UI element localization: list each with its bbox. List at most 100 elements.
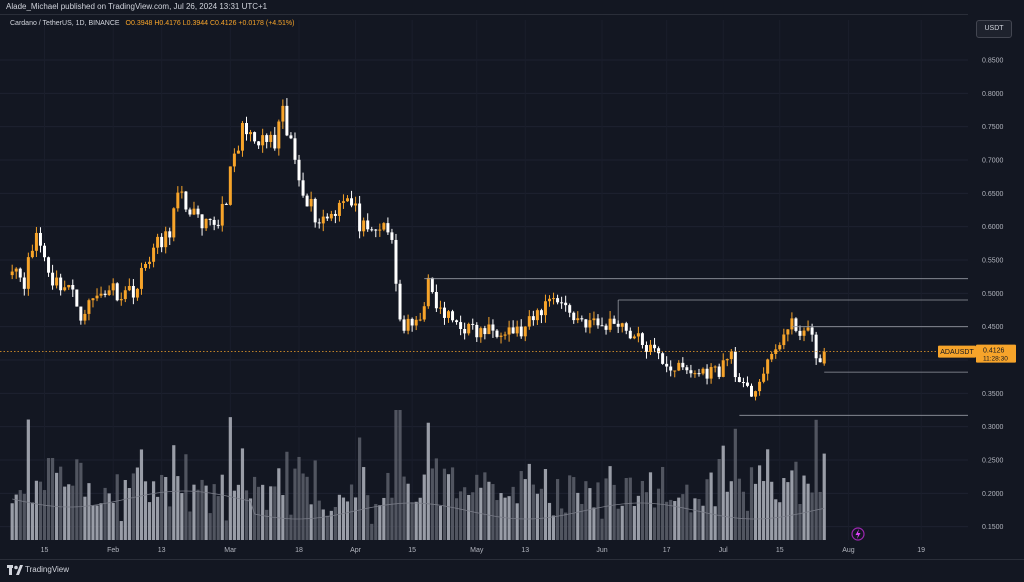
volume-bar [257,486,261,540]
volume-bar [701,505,705,540]
volume-bar [669,499,673,540]
bottom-bar [0,559,1024,582]
candle-body [689,370,693,374]
candle-body [709,367,713,379]
candle-body [774,349,778,354]
candle-body [560,302,564,304]
volume-bar [79,462,83,540]
candle-body [87,300,91,314]
volume-bar [798,504,802,540]
candle-body [487,324,491,335]
volume-bar [762,481,766,540]
volume-bar [123,480,127,540]
candle-body [350,198,354,206]
candle-body [285,105,289,136]
volume-bar [151,481,156,540]
volume-bar [818,491,822,540]
candle-body [527,316,531,327]
volume-bar [661,466,665,540]
candle-body [184,191,188,210]
time-tick-label: 15 [41,547,49,554]
currency-button[interactable]: USDT [976,20,1012,38]
chart-frame[interactable] [0,14,1024,560]
candle-body [337,202,341,216]
volume-bar [261,484,265,540]
time-tick-label: Jul [719,547,728,554]
volume-bar [248,498,253,540]
candle-body [459,322,463,329]
time-tick-label: 15 [776,547,784,554]
volume-bar [471,492,475,540]
current-price-label: 0.4126 [983,348,1005,355]
candle-body [14,268,18,272]
candle-body [30,250,34,258]
candle-body [164,231,168,248]
volume-bar [753,483,758,540]
volume-bar [600,518,604,540]
volume-bar [612,484,616,540]
candle-body [564,302,568,306]
price-axis[interactable]: 0.8500 0.8000 0.7500 0.7000 0.6500 0.6000 0.55… [968,14,1024,559]
candle-body [253,132,257,142]
candle-body [59,277,63,291]
volume-bar [596,482,600,540]
candle-body [152,247,156,262]
volume-bar [677,497,681,540]
candle-body [196,208,200,215]
candle-body [176,192,180,209]
candle-body [119,299,123,301]
volume-bar [277,468,281,540]
candle-body [543,301,547,316]
volume-bar [281,495,285,540]
candle-body [10,271,14,276]
candle-body [806,327,810,331]
volume-bar [273,486,277,540]
volume-bar [778,502,782,540]
candle-body [447,311,450,318]
candle-body [188,209,192,215]
price-tick-label: 0.3500 [982,391,1004,398]
candle-body [758,381,762,392]
volume-bar [487,481,491,540]
volume-bar [111,502,115,540]
symbol-name: Cardano / TetherUS, 1D, BINANCE [10,20,120,27]
candle-body [22,277,26,289]
price-tick-label: 0.6000 [982,224,1004,231]
volume-bar [22,493,26,540]
candle-body [418,319,422,321]
candle-body [762,373,766,382]
volume-bar [511,486,515,540]
candle-body [192,208,196,215]
candle-body [208,218,212,220]
candle-body [382,223,386,230]
candle-body [451,311,455,321]
time-tick-label: 15 [408,547,416,554]
lightning-icon[interactable] [851,527,865,541]
volume-bar [63,486,67,540]
volume-bar [50,457,55,540]
candle-body [790,318,794,330]
volume-bar [503,497,507,540]
candle-body [277,121,281,149]
volume-bar [483,472,487,540]
candle-body [548,298,551,302]
candle-body [721,360,725,377]
time-axis[interactable]: 15 Feb 13 Mar 18 Apr 15 May 13 Jun 17 Jul 15 Aug 19 [41,547,926,554]
candle-body [798,330,802,336]
candle-body [261,135,265,146]
candle-body [479,328,483,338]
candle-body [422,306,426,320]
volume-bar [539,488,544,540]
volume-bar [656,488,661,540]
volume-bar [398,410,402,540]
volume-bar [34,480,39,540]
candle-body [144,263,147,268]
candle-body [135,288,139,298]
time-tick-label: 18 [295,547,303,554]
volume-bar [329,510,333,540]
candle-body [588,320,592,328]
volume-bar [337,494,342,540]
volume-bar [572,477,576,540]
volume-bar [717,458,721,540]
